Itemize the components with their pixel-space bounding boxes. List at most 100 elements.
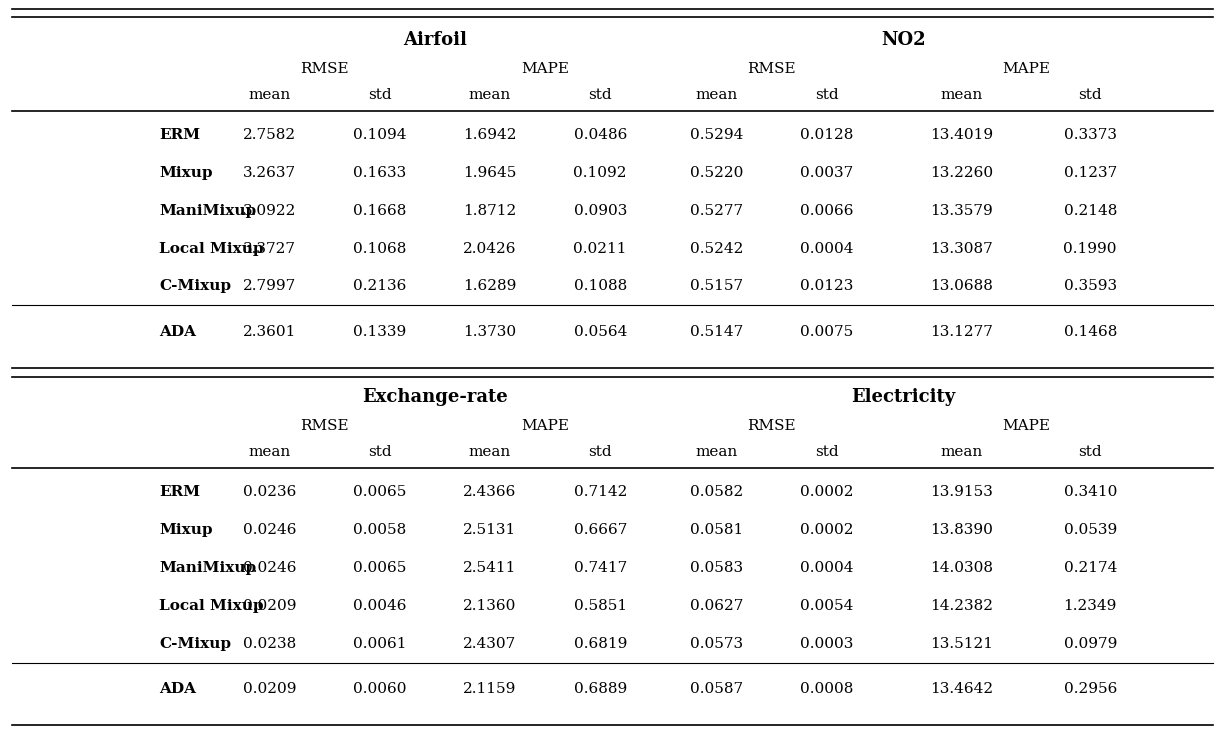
Text: NO2: NO2 [881, 31, 926, 49]
Text: 14.2382: 14.2382 [930, 599, 993, 613]
Text: 0.1990: 0.1990 [1063, 241, 1117, 256]
Text: mean: mean [249, 87, 290, 102]
Text: 0.0573: 0.0573 [690, 636, 744, 651]
Text: mean: mean [941, 445, 982, 459]
Text: RMSE: RMSE [747, 62, 796, 77]
Text: 13.4642: 13.4642 [930, 682, 993, 696]
Text: std: std [588, 87, 612, 102]
Text: 2.5411: 2.5411 [463, 561, 517, 575]
Text: std: std [368, 445, 392, 459]
Text: 0.0564: 0.0564 [573, 325, 627, 339]
Text: 0.0003: 0.0003 [800, 636, 854, 651]
Text: 2.4307: 2.4307 [463, 636, 517, 651]
Text: 2.0426: 2.0426 [463, 241, 517, 256]
Text: Airfoil: Airfoil [403, 31, 467, 49]
Text: 0.0008: 0.0008 [800, 682, 854, 696]
Text: mean: mean [696, 87, 737, 102]
Text: 0.5277: 0.5277 [690, 203, 744, 218]
Text: 0.0061: 0.0061 [353, 636, 407, 651]
Text: 0.0238: 0.0238 [243, 636, 296, 651]
Text: 0.0002: 0.0002 [800, 523, 854, 537]
Text: 13.5121: 13.5121 [930, 636, 993, 651]
Text: MAPE: MAPE [521, 62, 570, 77]
Text: 0.2956: 0.2956 [1063, 682, 1117, 696]
Text: 0.0236: 0.0236 [243, 485, 296, 499]
Text: ManiMixup: ManiMixup [159, 561, 256, 575]
Text: 1.9645: 1.9645 [463, 165, 517, 180]
Text: ADA: ADA [159, 682, 196, 696]
Text: Exchange-rate: Exchange-rate [363, 389, 507, 406]
Text: 0.0075: 0.0075 [800, 325, 854, 339]
Text: 0.0539: 0.0539 [1063, 523, 1117, 537]
Text: RMSE: RMSE [300, 62, 349, 77]
Text: mean: mean [696, 445, 737, 459]
Text: MAPE: MAPE [1002, 62, 1050, 77]
Text: 0.1339: 0.1339 [353, 325, 407, 339]
Text: 0.0065: 0.0065 [353, 561, 407, 575]
Text: 3.2637: 3.2637 [243, 165, 296, 180]
Text: Mixup: Mixup [159, 165, 213, 180]
Text: 2.1159: 2.1159 [463, 682, 517, 696]
Text: 0.0060: 0.0060 [353, 682, 407, 696]
Text: 13.2260: 13.2260 [930, 165, 993, 180]
Text: mean: mean [249, 445, 290, 459]
Text: 1.3730: 1.3730 [463, 325, 517, 339]
Text: 0.0066: 0.0066 [800, 203, 854, 218]
Text: 1.6289: 1.6289 [463, 279, 517, 294]
Text: 2.1360: 2.1360 [463, 599, 517, 613]
Text: 0.6889: 0.6889 [573, 682, 627, 696]
Text: Local Mixup: Local Mixup [159, 599, 263, 613]
Text: 13.3579: 13.3579 [930, 203, 993, 218]
Text: 13.1277: 13.1277 [930, 325, 993, 339]
Text: 0.0581: 0.0581 [690, 523, 744, 537]
Text: 2.4366: 2.4366 [463, 485, 517, 499]
Text: 0.5294: 0.5294 [690, 128, 744, 142]
Text: 0.2136: 0.2136 [353, 279, 407, 294]
Text: 0.1633: 0.1633 [353, 165, 407, 180]
Text: 1.2349: 1.2349 [1063, 599, 1117, 613]
Text: 0.6667: 0.6667 [573, 523, 627, 537]
Text: 13.4019: 13.4019 [930, 128, 993, 142]
Text: 0.3593: 0.3593 [1063, 279, 1117, 294]
Text: 0.2148: 0.2148 [1063, 203, 1117, 218]
Text: 2.5131: 2.5131 [463, 523, 517, 537]
Text: std: std [1078, 87, 1102, 102]
Text: 0.0211: 0.0211 [573, 241, 627, 256]
Text: Electricity: Electricity [851, 389, 956, 406]
Text: 0.0004: 0.0004 [800, 561, 854, 575]
Text: 0.1068: 0.1068 [353, 241, 407, 256]
Text: MAPE: MAPE [521, 419, 570, 434]
Text: 2.7997: 2.7997 [243, 279, 296, 294]
Text: 0.0246: 0.0246 [243, 523, 296, 537]
Text: 0.0004: 0.0004 [800, 241, 854, 256]
Text: 0.7142: 0.7142 [573, 485, 627, 499]
Text: 0.1088: 0.1088 [573, 279, 627, 294]
Text: 0.0903: 0.0903 [573, 203, 627, 218]
Text: 0.0582: 0.0582 [690, 485, 744, 499]
Text: std: std [815, 445, 839, 459]
Text: 13.0688: 13.0688 [930, 279, 993, 294]
Text: 0.0046: 0.0046 [353, 599, 407, 613]
Text: 1.6942: 1.6942 [463, 128, 517, 142]
Text: 0.0583: 0.0583 [690, 561, 744, 575]
Text: 0.0058: 0.0058 [353, 523, 407, 537]
Text: mean: mean [469, 445, 511, 459]
Text: 0.0979: 0.0979 [1063, 636, 1117, 651]
Text: 0.5220: 0.5220 [690, 165, 744, 180]
Text: 0.0065: 0.0065 [353, 485, 407, 499]
Text: 13.3087: 13.3087 [930, 241, 993, 256]
Text: 2.7582: 2.7582 [243, 128, 296, 142]
Text: 0.1094: 0.1094 [353, 128, 407, 142]
Text: 0.0054: 0.0054 [800, 599, 854, 613]
Text: 2.3601: 2.3601 [243, 325, 296, 339]
Text: 0.0246: 0.0246 [243, 561, 296, 575]
Text: 3.3727: 3.3727 [243, 241, 296, 256]
Text: 0.0486: 0.0486 [573, 128, 627, 142]
Text: 0.0128: 0.0128 [800, 128, 854, 142]
Text: Mixup: Mixup [159, 523, 213, 537]
Text: C-Mixup: C-Mixup [159, 636, 232, 651]
Text: ERM: ERM [159, 128, 201, 142]
Text: 0.3410: 0.3410 [1063, 485, 1117, 499]
Text: 0.5147: 0.5147 [690, 325, 744, 339]
Text: MAPE: MAPE [1002, 419, 1050, 434]
